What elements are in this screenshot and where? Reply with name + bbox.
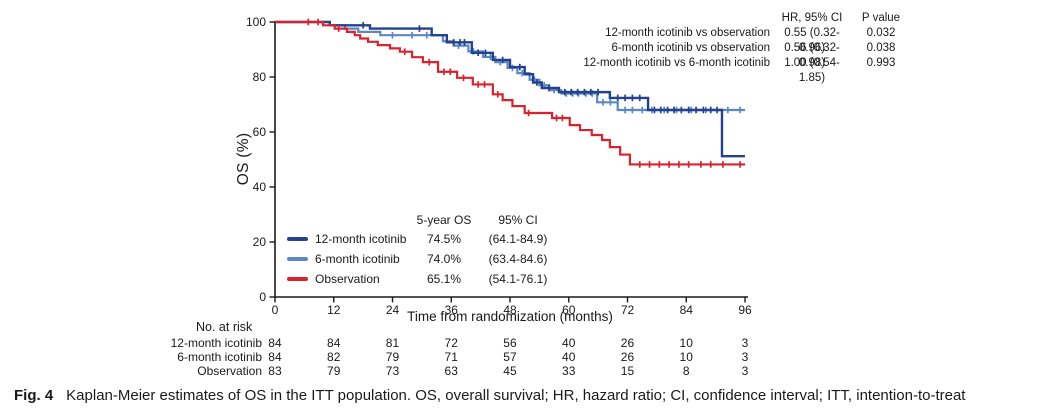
x-axis-title: Time from randomization (months) <box>407 309 613 324</box>
risk-row-label: 6-month icotinib <box>177 350 262 364</box>
x-tick-label: 60 <box>562 303 576 317</box>
hr-row-label: 12-month icotinib vs observation <box>605 27 770 39</box>
hr-row-value: 0.55 (0.32-0.96) <box>784 27 840 54</box>
risk-count: 84 <box>268 350 282 364</box>
risk-count: 10 <box>679 350 693 364</box>
five-year-os-col-header: 5-year OS <box>416 213 472 227</box>
km-curve-12-month-icotinib <box>275 20 745 158</box>
ci-col-header: 95% CI <box>498 213 538 227</box>
risk-count: 81 <box>385 336 400 350</box>
x-tick-label: 96 <box>738 303 752 317</box>
legend-ci-value: (63.4-84.6) <box>488 252 548 266</box>
hr-row-label: 6-month icotinib vs observation <box>611 42 770 54</box>
x-tick-label: 0 <box>272 303 279 317</box>
figure-caption-label: Fig. 4 <box>14 387 54 404</box>
risk-count: 3 <box>741 350 749 364</box>
hr-table-row: 6-month icotinib vs observation 0.56 (0.… <box>400 41 908 69</box>
legend-row-6-month: 6-month icotinib 74.0% (63.4-84.6) <box>287 249 553 269</box>
hr-row-value: 0.56 (0.32-0.98) <box>784 42 840 69</box>
hr-table-header: HR, 95% CI P value <box>400 11 908 26</box>
hr-row-pvalue: 0.032 <box>866 27 896 39</box>
legend-label: Observation <box>315 272 380 286</box>
legend-label: 6-month icotinib <box>315 252 400 266</box>
legend-table: 5-year OS 95% CI 12-month icotinib 74.5%… <box>287 211 553 289</box>
risk-count: 57 <box>503 350 517 364</box>
hr-row-value: 1.00 (0.54-1.85) <box>784 57 840 84</box>
risk-count: 63 <box>444 364 458 378</box>
y-tick-label: 0 <box>259 290 266 304</box>
risk-count: 3 <box>741 364 749 378</box>
legend-os-value: 74.5% <box>426 232 462 246</box>
x-tick-label: 84 <box>680 303 694 317</box>
y-tick-label: 100 <box>246 15 266 29</box>
risk-count: 83 <box>268 364 282 378</box>
hr-row-label: 12-month icotinib vs 6-month icotinib <box>583 57 770 69</box>
risk-count: 56 <box>503 336 517 350</box>
legend-row-observation: Observation 65.1% (54.1-76.1) <box>287 269 553 289</box>
x-tick-label: 24 <box>386 303 400 317</box>
pvalue-col-header: P value <box>861 12 901 24</box>
risk-count: 15 <box>620 364 635 378</box>
risk-count: 82 <box>327 350 341 364</box>
hr-table-row: 12-month icotinib vs 6-month icotinib 1.… <box>400 56 908 84</box>
risk-count: 45 <box>503 364 517 378</box>
hr-table-row: 12-month icotinib vs observation 0.55 (0… <box>400 26 908 54</box>
x-tick-label: 12 <box>327 303 341 317</box>
risk-count: 8 <box>682 364 690 378</box>
x-tick-label: 72 <box>621 303 635 317</box>
legend-row-12-month: 12-month icotinib 74.5% (64.1-84.9) <box>287 229 553 249</box>
legend-swatch-6-month <box>287 257 308 261</box>
risk-count: 26 <box>620 336 635 350</box>
risk-count: 26 <box>620 350 635 364</box>
legend-swatch-12-month <box>287 237 308 241</box>
risk-count: 33 <box>562 364 576 378</box>
risk-row-label: Observation <box>197 364 262 378</box>
hr-col-header: HR, 95% CI <box>781 12 843 24</box>
risk-table-values: 84 84 81 72 56 40 26 10 3 84 82 79 71 57… <box>246 336 775 378</box>
figure-caption-text: Kaplan-Meier estimates of OS in the ITT … <box>66 387 966 404</box>
legend-ci-value: (64.1-84.9) <box>488 232 548 246</box>
y-tick-label: 40 <box>253 180 267 194</box>
legend-header: 5-year OS 95% CI <box>287 211 553 229</box>
y-tick-label: 60 <box>253 125 267 139</box>
legend-label: 12-month icotinib <box>315 232 407 246</box>
risk-row-label: 12-month icotinib <box>170 336 262 350</box>
legend-os-value: 74.0% <box>426 252 462 266</box>
risk-table-title: No. at risk <box>196 320 253 334</box>
risk-count: 72 <box>444 336 458 350</box>
risk-count: 79 <box>385 350 400 364</box>
y-tick-label: 80 <box>253 70 267 84</box>
y-tick-label: 20 <box>253 235 267 249</box>
risk-count: 71 <box>444 350 458 364</box>
risk-count: 40 <box>562 350 576 364</box>
hr-row-pvalue: 0.993 <box>866 57 896 69</box>
km-curve-observation <box>275 20 745 166</box>
legend-os-value: 65.1% <box>426 272 462 286</box>
risk-count: 84 <box>268 336 282 350</box>
risk-count: 73 <box>385 364 400 378</box>
risk-count: 40 <box>562 336 576 350</box>
hr-row-pvalue: 0.038 <box>866 42 896 54</box>
figure-caption: Fig. 4 Kaplan-Meier estimates of OS in th… <box>14 387 965 404</box>
km-plot: 0 20 40 60 80 100 0 12 24 36 48 60 72 84 96 <box>246 15 752 317</box>
risk-row: 84 82 79 71 57 40 26 10 3 <box>246 350 775 364</box>
legend-header-spacer <box>287 218 308 222</box>
legend-ci-value: (54.1-76.1) <box>488 272 548 286</box>
x-tick-label: 36 <box>445 303 459 317</box>
risk-count: 84 <box>327 336 341 350</box>
risk-row: 83 79 73 63 45 33 15 8 3 <box>246 364 775 378</box>
legend-swatch-observation <box>287 277 308 281</box>
risk-table-labels: 12-month icotinib 6-month icotinib Obser… <box>100 336 262 378</box>
risk-row: 84 84 81 72 56 40 26 10 3 <box>246 336 775 350</box>
y-axis-title: OS (%) <box>235 132 252 186</box>
risk-count: 10 <box>679 336 693 350</box>
risk-count: 3 <box>741 336 749 350</box>
x-tick-label: 48 <box>503 303 517 317</box>
hr-ci-table: HR, 95% CI P value 12-month icotinib vs … <box>400 11 908 84</box>
hr-header-spacer <box>400 11 770 26</box>
risk-count: 79 <box>327 364 341 378</box>
